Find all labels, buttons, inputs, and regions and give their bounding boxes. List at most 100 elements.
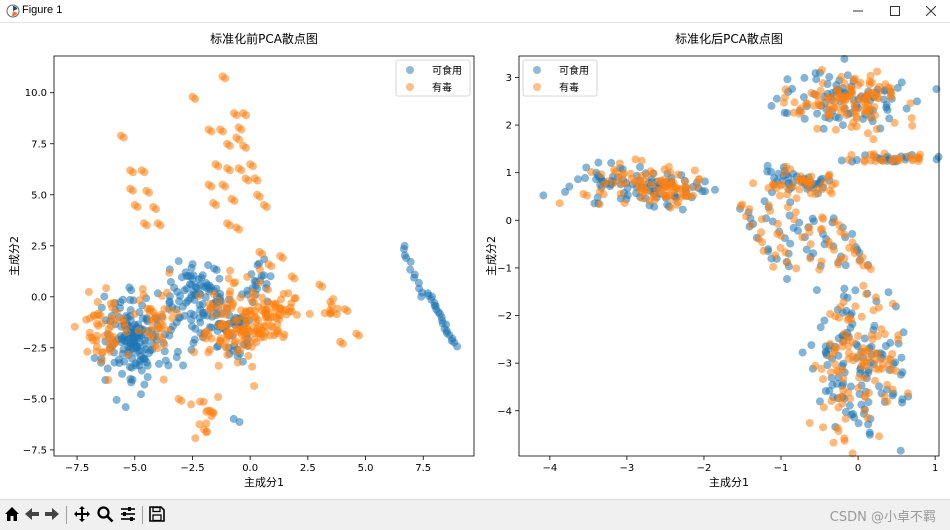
zoom-icon [97, 506, 114, 523]
scatter-point-edible [138, 347, 147, 355]
close-button[interactable] [908, 0, 950, 22]
scatter-point-poisonous [173, 309, 182, 318]
scatter-point-edible [165, 299, 174, 307]
scatter-point-edible [809, 217, 818, 226]
scatter-point-poisonous [187, 400, 195, 409]
scatter-point-poisonous [156, 221, 165, 230]
scatter-point-poisonous [235, 225, 244, 234]
scatter-point-edible [800, 114, 809, 123]
scatter-point-poisonous [256, 278, 265, 287]
scatter-point-edible [678, 205, 687, 214]
scatter-point-edible [399, 245, 408, 254]
scatter-point-edible [860, 334, 869, 343]
home-button[interactable] [2, 504, 22, 524]
scatter-point-poisonous [579, 190, 588, 198]
scatter-point-poisonous [273, 329, 282, 338]
scatter-point-poisonous [146, 330, 155, 339]
scatter-point-poisonous [138, 285, 147, 293]
y-tick-label: 5.0 [31, 190, 47, 201]
scatter-point-edible [772, 94, 781, 103]
scatter-point-edible [802, 245, 811, 254]
minimize-button[interactable] [835, 0, 881, 22]
y-tick-label: −4 [497, 406, 512, 417]
maximize-button[interactable] [872, 0, 918, 22]
scatter-point-poisonous [773, 219, 782, 228]
scatter-point-poisonous [604, 177, 613, 186]
scatter-point-poisonous [903, 389, 912, 398]
legend-box [395, 59, 471, 97]
x-tick-label: 0.0 [242, 463, 258, 474]
scatter-point-poisonous [148, 323, 157, 332]
scatter-point-edible [212, 265, 221, 274]
scatter-point-poisonous [133, 203, 142, 211]
configure-subplots-button[interactable] [118, 504, 138, 524]
scatter-point-poisonous [160, 340, 169, 349]
scatter-point-poisonous [93, 331, 101, 340]
scatter-point-poisonous [196, 397, 204, 406]
scatter-point-poisonous [262, 203, 271, 211]
scatter-point-poisonous [888, 385, 897, 394]
scatter-point-poisonous [222, 343, 231, 352]
scatter-point-poisonous [664, 162, 673, 171]
scatter-point-poisonous [93, 298, 102, 306]
scatter-point-poisonous [873, 67, 882, 76]
scatter-point-poisonous [811, 361, 820, 370]
scatter-point-poisonous [788, 182, 797, 191]
figure-canvas: 标准化前PCA散点图 −7.5 −5.0 −2.5 0.0 2.5 5.0 7.5 −7.5… [0, 23, 950, 499]
scatter-point-poisonous [786, 165, 795, 174]
scatter-point-edible [181, 268, 190, 277]
y-tick-label: −2 [497, 311, 512, 322]
scatter-point-poisonous [683, 192, 691, 201]
scatter-point-poisonous [231, 337, 240, 345]
scatter-point-poisonous [167, 306, 175, 315]
forward-button[interactable] [42, 504, 62, 524]
scatter-point-edible [110, 358, 119, 367]
scatter-point-edible [913, 97, 921, 106]
scatter-point-poisonous [860, 373, 869, 382]
scatter-point-poisonous [894, 331, 903, 340]
scatter-point-poisonous [595, 200, 604, 209]
scatter-point-poisonous [107, 314, 116, 323]
scatter-point-poisonous [97, 357, 106, 366]
scatter-point-edible [179, 361, 188, 370]
scatter-point-poisonous [661, 192, 670, 201]
scatter-point-poisonous [844, 155, 853, 164]
scatter-point-poisonous [790, 215, 799, 224]
scatter-point-poisonous [247, 310, 256, 319]
zoom-button[interactable] [95, 504, 115, 524]
scatter-point-edible [711, 185, 719, 194]
scatter-point-poisonous [834, 367, 842, 376]
scatter-point-edible [123, 337, 132, 346]
scatter-point-edible [932, 155, 941, 164]
scatter-point-poisonous [837, 108, 846, 117]
scatter-point-poisonous [854, 383, 863, 392]
scatter-point-poisonous [226, 296, 235, 305]
scatter-point-poisonous [226, 287, 235, 296]
scatter-point-edible [794, 226, 802, 235]
scatter-point-poisonous [217, 310, 225, 319]
scatter-point-poisonous [872, 125, 881, 133]
scatter-point-poisonous [637, 156, 646, 165]
scatter-point-poisonous [738, 200, 747, 209]
scatter-point-edible [897, 353, 906, 362]
scatter-point-poisonous [635, 186, 644, 195]
scatter-point-poisonous [783, 190, 792, 199]
scatter-point-edible [840, 284, 849, 293]
scatter-point-poisonous [851, 302, 860, 311]
back-button[interactable] [22, 504, 42, 524]
scatter-point-poisonous [875, 432, 884, 441]
scatter-point-poisonous [817, 257, 826, 266]
scatter-point-edible [205, 281, 214, 290]
x-tick-label: −3 [620, 463, 635, 474]
legend-label-edible: 可食用 [432, 64, 462, 77]
scatter-point-poisonous [792, 194, 801, 203]
toolbar-separator [142, 506, 143, 524]
scatter-point-edible [186, 309, 195, 318]
scatter-point-edible [191, 324, 200, 333]
pan-button[interactable] [72, 504, 92, 524]
save-button[interactable] [147, 504, 167, 524]
minimize-icon [853, 10, 863, 12]
scatter-point-poisonous [205, 305, 214, 314]
scatter-point-poisonous [846, 84, 855, 93]
scatter-point-poisonous [864, 101, 873, 110]
